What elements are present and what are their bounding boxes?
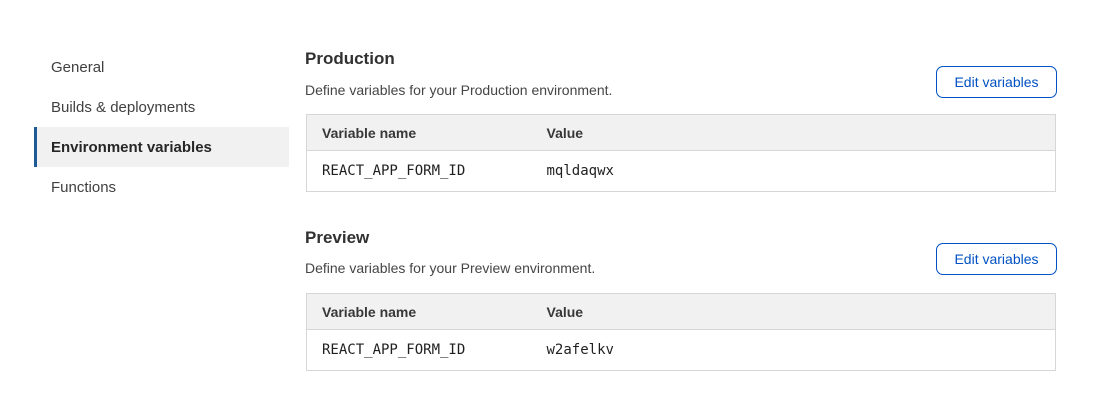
variable-name-column-header: Variable name: [306, 114, 532, 151]
production-section-description: Define variables for your Production env…: [305, 82, 613, 98]
preview-variables-table: Variable name Value REACT_APP_FORM_ID w2…: [306, 293, 1056, 371]
variable-name-cell: REACT_APP_FORM_ID: [322, 163, 466, 179]
value-column-header: Value: [531, 114, 1056, 151]
table-header-row: Variable name Value: [306, 293, 1056, 330]
sidebar-item-general[interactable]: General: [51, 58, 105, 76]
production-section-title: Production: [305, 49, 395, 68]
table-header-row: Variable name Value: [306, 114, 1056, 151]
preview-section-description: Define variables for your Preview enviro…: [305, 260, 596, 276]
table-row: REACT_APP_FORM_ID mqldaqwx: [307, 151, 1056, 192]
table-row: REACT_APP_FORM_ID w2afelkv: [307, 330, 1056, 371]
sidebar-item-functions[interactable]: Functions: [51, 178, 117, 196]
sidebar-item-builds-deployments[interactable]: Builds & deployments: [51, 98, 196, 116]
production-edit-variables-button[interactable]: Edit variables: [936, 66, 1057, 98]
variable-value-cell: mqldaqwx: [546, 163, 614, 179]
variable-value-cell: w2afelkv: [546, 342, 614, 358]
variable-name-column-header: Variable name: [306, 293, 532, 330]
settings-sidebar: General Builds & deployments Environment…: [34, 47, 289, 207]
variable-name-cell: REACT_APP_FORM_ID: [322, 342, 466, 358]
production-variables-table: Variable name Value REACT_APP_FORM_ID mq…: [306, 114, 1056, 192]
preview-edit-variables-button[interactable]: Edit variables: [936, 243, 1057, 275]
sidebar-item-environment-variables[interactable]: Environment variables: [34, 127, 289, 167]
value-column-header: Value: [531, 293, 1056, 330]
preview-section-title: Preview: [305, 228, 370, 247]
